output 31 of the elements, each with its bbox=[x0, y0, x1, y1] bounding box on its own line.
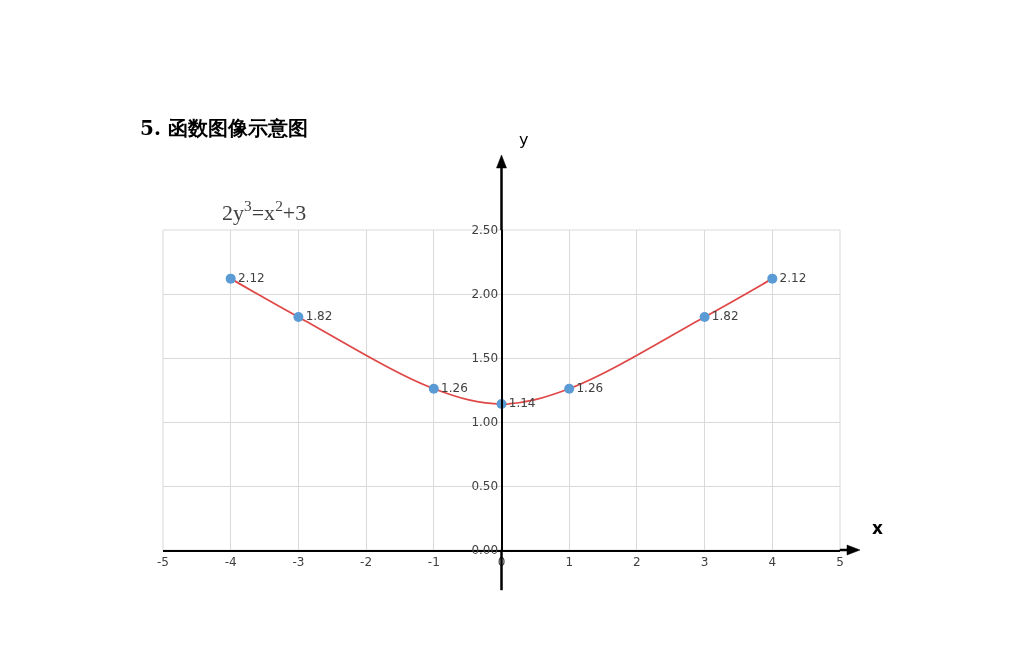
data-label: 2.12 bbox=[779, 270, 807, 285]
chart-subtitle: 2y$^{3}$=x$^{2}$+3 bbox=[222, 197, 307, 226]
x-axis-title: x bbox=[872, 518, 883, 538]
x-tick-label: 4 bbox=[768, 555, 777, 570]
data-label: 1.82 bbox=[305, 309, 333, 324]
chart-title: 5. 函数图像示意图 bbox=[140, 116, 308, 140]
x-tick-label: -4 bbox=[224, 555, 237, 570]
y-tick-label: 1.50 bbox=[471, 351, 499, 366]
point bbox=[564, 383, 575, 394]
data-label: 2.12 bbox=[237, 270, 265, 285]
x-tick-label: 5 bbox=[836, 555, 844, 570]
point bbox=[428, 383, 439, 394]
data-label: 1.26 bbox=[441, 380, 468, 395]
y-tick-label: 2.50 bbox=[471, 223, 499, 238]
data-label: 1.82 bbox=[711, 309, 739, 324]
x-tick-label: 2 bbox=[633, 555, 641, 570]
x-tick-label: 3 bbox=[700, 555, 709, 570]
x-tick-label: -1 bbox=[427, 555, 440, 570]
y-tick-label: 1.00 bbox=[471, 415, 499, 430]
point bbox=[225, 273, 236, 284]
point bbox=[699, 312, 710, 323]
x-tick-label: -5 bbox=[157, 555, 169, 570]
y-tick-label: 2.00 bbox=[471, 287, 499, 302]
x-tick-label: -2 bbox=[360, 555, 373, 570]
point bbox=[293, 312, 304, 323]
point bbox=[767, 273, 778, 284]
x-tick-label: 1 bbox=[565, 555, 574, 570]
x-tick-label: -3 bbox=[292, 555, 305, 570]
data-label: 1.26 bbox=[576, 380, 604, 395]
y-tick-label: 0.50 bbox=[471, 479, 499, 494]
y-axis-title: y bbox=[519, 130, 529, 149]
